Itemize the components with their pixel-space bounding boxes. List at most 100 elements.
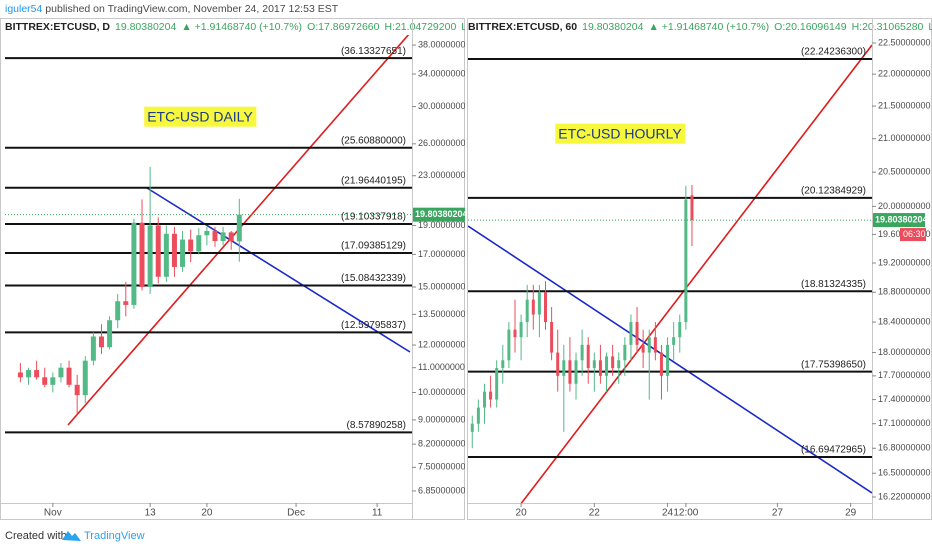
candle-body [147,225,153,287]
y-tick-label: 9.00000000 [418,414,466,424]
chart-header: BITTREX:ETCUSD, D 19.80380204 ▲ +1.9146874… [5,21,573,33]
y-tick-label: 22.50000000 [878,37,931,47]
header-item: O:20.16096149 [774,21,847,33]
level-label: (18.81324335) [801,279,866,290]
annotation: ETC-USD HOURLY [558,126,682,142]
y-tick-label: 8.20000000 [418,439,466,449]
y-tick-label: 19.20000000 [878,257,931,267]
candle-body [647,337,651,353]
x-tick-label: Nov [44,508,62,519]
x-tick-label: 11 [372,508,383,519]
drawings: (36.13327651) (25.60880000) (21.96440195) (… [5,35,412,434]
level-label: (15.08432339) [341,273,406,284]
candle-body [155,225,161,277]
candle-body [653,337,657,353]
y-tick-label: 12.00000000 [418,339,471,349]
candle-body [507,329,511,361]
candle-body [574,360,578,384]
candle-body [58,367,64,378]
y-tick-label: 17.00000000 [418,249,471,259]
y-tick-label: 15.00000000 [418,281,471,291]
level-label: (12.59795837) [341,320,406,331]
candle-body [476,407,480,424]
candle-body [196,235,202,252]
candle-body [204,230,210,236]
y-tick-label: 30.00000000 [418,101,471,111]
candle-body [684,199,688,323]
x-tick-label: 27 [772,508,784,519]
y-tick-label: 38.00000000 [418,39,471,49]
candle-body [556,352,560,376]
x-tick-label: 24 [662,508,674,519]
chart-header: BITTREX:ETCUSD, 60 19.80380204 ▲ +1.914687… [468,21,932,33]
level-label: (36.13327651) [341,46,406,57]
level-label: (21.96440195) [341,175,406,186]
header-item: BITTREX:ETCUSD, D [5,21,110,33]
y-tick-label: 16.80000000 [878,443,931,453]
y-tick-label: 21.00000000 [878,133,931,143]
x-tick-label: 20 [516,508,528,519]
candle-body [617,360,621,369]
y-tick-label: 10.00000000 [418,387,471,397]
y-tick-label: 11.00000000 [418,362,470,372]
candle-body [42,377,48,385]
candle-body [513,329,517,338]
candle-body [611,356,615,369]
candle-body [519,322,523,338]
x-tick-label: 13 [145,508,157,519]
y-tick-label: 34.00000000 [418,68,471,78]
header-item: L:16.52910000 [461,21,531,33]
price-tag [413,207,465,222]
y-tick-label: 19.00000000 [418,220,471,230]
candle-body [525,299,529,323]
candle-body [470,423,474,432]
y-tick-label: 17.70000000 [878,370,931,380]
y-tick-label: 20.00000000 [878,201,931,211]
footer-text: Created with [5,530,67,542]
panel-hourly: (22.24236300) (20.12384929) (18.81324335) (… [467,18,932,520]
candle-body [562,360,566,376]
level-label: (20.12384929) [801,185,866,196]
publisher-user[interactable]: iguler54 [5,3,43,15]
countdown-label: 06:30 [903,229,926,239]
candle-body [74,384,80,396]
header-item: 19.80380204 [582,21,643,33]
candle-body [228,232,234,242]
candle-body [580,344,584,361]
y-tick-label: 20.50000000 [878,167,931,177]
y-tick-label: 16.50000000 [878,468,931,478]
header-item: 19.80380204 [115,21,176,33]
candle-body [212,230,218,241]
candle-body [17,372,23,378]
y-tick-label: 18.00000000 [878,347,931,357]
footer-brand[interactable]: TradingView [84,530,145,542]
candle-body [115,301,121,321]
level-label: (25.60880000) [341,135,406,146]
header-item: ▲ +1.91468740 (+10.7%) [181,21,302,33]
x-tick-label: 20 [201,508,213,519]
y-tick-label: 18.80000000 [878,287,931,297]
trend-line [468,225,872,494]
y-tick-label: 17.40000000 [878,394,931,404]
candle-body [586,344,590,369]
y-tick-label: 22.00000000 [878,69,931,79]
x-tick-label: 22 [589,508,601,519]
y-tick-label: 17.10000000 [878,418,931,428]
candle-body [220,232,226,241]
candle-body [131,222,137,305]
candle-body [592,360,596,369]
annotation-bg [144,106,257,127]
y-tick-label: 16.22000000 [878,491,931,501]
candle-body [107,320,113,348]
level-label: (17.75398650) [801,359,866,370]
candle-body [501,360,505,369]
panel-frame [0,18,465,520]
header-item: O:17.86972660 [307,21,380,33]
y-tick-label: 7.50000000 [418,462,466,472]
candle-body [171,233,177,267]
candle-body [690,195,694,221]
level-label: (16.69472965) [801,445,866,456]
candle-body [98,336,104,348]
y-tick-label: 23.00000000 [418,170,471,180]
candle-body [236,214,242,242]
